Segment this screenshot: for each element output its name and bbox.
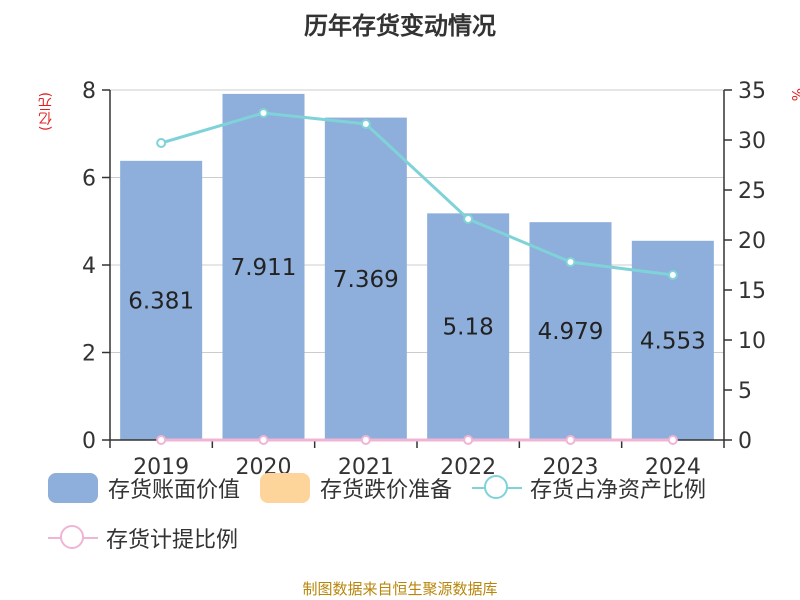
point-provision-ratio-2020 [258,435,269,445]
right-axis-unit: % [788,88,800,102]
legend: 存货账面价值 存货跌价准备 存货占净资产比例 存货计提比例 [48,470,778,570]
legend-row-2: 存货计提比例 [48,520,778,556]
bar-book-value-2020 [222,93,305,441]
legend-swatch-provision-ratio [48,523,98,553]
legend-item-impairment[interactable]: 存货跌价准备 [260,472,452,504]
legend-swatch-net-asset-ratio [472,473,523,503]
left-tick-label-1: 2 [82,342,96,367]
legend-label-provision-ratio: 存货计提比例 [106,528,239,553]
point-provision-ratio-2023 [565,435,576,445]
bar-data-label-2023: 4.979 [538,319,604,345]
x-tick-label-2021: 2021 [338,455,394,480]
x-tick-label-2023: 2023 [543,455,599,480]
point-net-asset-ratio-2021 [360,119,371,129]
legend-swatch-impairment [260,473,311,503]
point-provision-ratio-2019 [156,435,167,445]
point-net-asset-ratio-2022 [463,214,474,224]
left-tick-label-4: 8 [82,79,96,104]
legend-item-net-asset-ratio[interactable]: 存货占净资产比例 [472,472,706,504]
left-tick-label-3: 6 [82,167,96,192]
right-tick-label-6: 30 [738,129,766,154]
point-net-asset-ratio-2019 [156,138,167,148]
point-provision-ratio-2022 [463,435,474,445]
x-tick-label-2022: 2022 [440,455,496,480]
bar-book-value-2019 [120,160,203,441]
point-net-asset-ratio-2023 [565,257,576,267]
point-net-asset-ratio-2024 [667,270,678,280]
source-note: 制图数据来自恒生聚源数据库 [302,580,498,598]
bar-data-label-2022: 5.18 [443,315,494,341]
point-provision-ratio-2024 [667,435,678,445]
bar-data-label-2020: 7.911 [231,255,297,281]
legend-swatch-book-value [48,473,98,503]
right-tick-label-7: 35 [738,79,766,104]
legend-label-net-asset-ratio: 存货占净资产比例 [530,478,707,503]
point-provision-ratio-2021 [360,435,371,445]
line-net-asset-ratio [160,111,674,277]
point-net-asset-ratio-2020 [258,108,269,118]
legend-item-book-value[interactable]: 存货账面价值 [48,472,240,504]
chart-title: 历年存货变动情况 [304,12,496,40]
right-tick-label-3: 15 [738,279,766,304]
bar-book-value-2022 [427,213,510,440]
right-tick-label-5: 25 [738,179,766,204]
right-tick-label-4: 20 [738,229,766,254]
bar-book-value-2021 [324,117,407,440]
bar-data-label-2024: 4.553 [640,328,706,354]
x-tick-label-2019: 2019 [133,455,189,480]
right-tick-label-0: 0 [738,429,752,454]
x-tick-label-2024: 2024 [645,455,701,480]
bar-data-label-2019: 6.381 [128,288,194,314]
legend-item-provision-ratio[interactable]: 存货计提比例 [48,522,238,554]
right-tick-label-2: 10 [738,329,766,354]
left-tick-label-2: 4 [82,254,96,279]
right-tick-label-1: 5 [738,379,752,404]
bar-data-label-2021: 7.369 [333,267,399,293]
legend-label-impairment: 存货跌价准备 [320,478,453,503]
legend-label-book-value: 存货账面价值 [108,478,241,503]
left-tick-label-0: 0 [82,429,96,454]
legend-row-1: 存货账面价值 存货跌价准备 存货占净资产比例 [48,470,778,506]
